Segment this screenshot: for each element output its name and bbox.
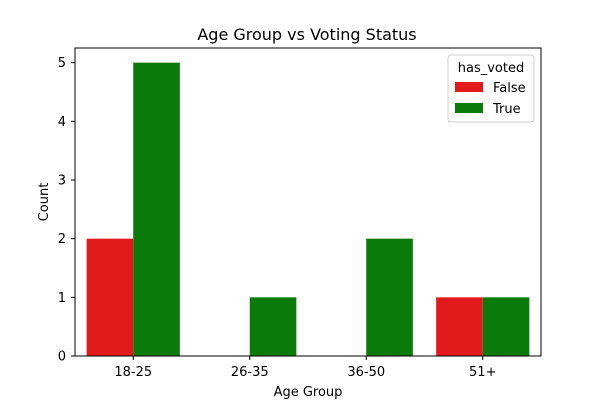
x-tick-label: 51+ bbox=[469, 365, 496, 380]
y-tick-label: 4 bbox=[58, 115, 66, 130]
y-tick-label: 2 bbox=[58, 232, 66, 247]
y-tick-label: 0 bbox=[58, 350, 66, 365]
y-tick-label: 5 bbox=[58, 56, 66, 71]
legend-label-true: True bbox=[492, 102, 521, 117]
x-tick-label: 26-35 bbox=[231, 365, 269, 380]
bar-false-51+ bbox=[436, 297, 483, 356]
legend-swatch-false bbox=[455, 82, 483, 92]
bar-false-18-25 bbox=[86, 238, 134, 356]
legend-swatch-true bbox=[455, 103, 483, 113]
y-tick-label: 3 bbox=[58, 174, 66, 189]
x-axis-label: Age Group bbox=[274, 385, 343, 400]
legend-label-false: False bbox=[493, 81, 526, 96]
x-axis-ticks: 18-25 26-35 36-50 51+ bbox=[114, 356, 496, 380]
bars bbox=[86, 62, 530, 357]
bar-true-26-35 bbox=[249, 297, 297, 356]
plot-frame bbox=[74, 47, 542, 357]
chart-title: Age Group vs Voting Status bbox=[197, 25, 416, 44]
x-tick-label: 36-50 bbox=[347, 365, 385, 380]
bar-true-18-25 bbox=[133, 62, 180, 357]
bar-true-36-50 bbox=[366, 238, 413, 356]
y-axis-label: Count bbox=[37, 183, 52, 222]
legend: has_voted False True bbox=[447, 54, 535, 123]
x-tick-label: 18-25 bbox=[114, 365, 152, 380]
y-axis-ticks: 0 1 2 3 4 5 bbox=[58, 56, 75, 365]
bar-true-51+ bbox=[482, 297, 530, 356]
y-tick-label: 1 bbox=[58, 291, 66, 306]
legend-title: has_voted bbox=[458, 61, 524, 76]
